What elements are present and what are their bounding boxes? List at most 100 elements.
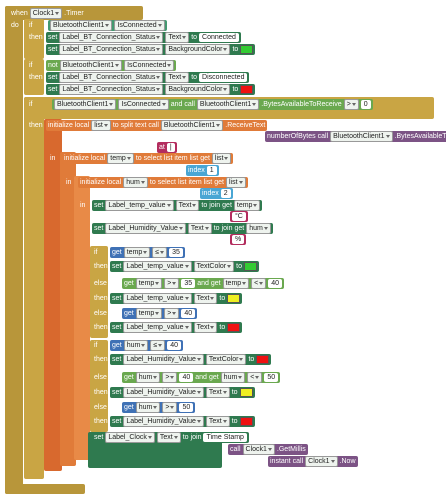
dropdown[interactable]: temp (222, 278, 250, 289)
dropdown[interactable]: Clock1 (29, 8, 63, 19)
dropdown[interactable]: Label_BT_Connection_Status (59, 72, 164, 83)
dropdown[interactable]: Label_Humidity_Value (123, 387, 204, 398)
block-label: list (203, 179, 213, 186)
color-swatch[interactable] (227, 294, 241, 303)
dropdown[interactable]: BluetoothClient1 (160, 120, 224, 131)
dropdown[interactable]: Label_Humidity_Value (123, 416, 204, 427)
dropdown[interactable]: temp (123, 247, 151, 258)
block-label: .GetMillis (276, 446, 306, 453)
block-row: set Label_BT_Connection_Status Text to Disco… (46, 72, 250, 83)
dropdown[interactable]: Text (165, 72, 190, 83)
dropdown[interactable]: ≤ (150, 340, 166, 351)
dropdown[interactable]: Label_temp_value (123, 293, 192, 304)
block-label: get (208, 374, 219, 381)
dropdown[interactable]: Clock1 (305, 456, 338, 467)
color-swatch[interactable] (240, 45, 254, 54)
event-block (5, 6, 23, 494)
dropdown[interactable]: hum (123, 177, 148, 188)
dropdown[interactable]: IsConnected (114, 20, 165, 31)
dropdown[interactable]: IsConnected (118, 99, 169, 110)
dropdown[interactable]: temp (135, 308, 163, 319)
dropdown[interactable]: Text (175, 200, 200, 211)
block-row: if (27, 99, 35, 110)
block-row: if (92, 340, 100, 351)
dropdown[interactable]: hum (135, 372, 161, 383)
dropdown[interactable]: hum (220, 372, 246, 383)
block-row: then (92, 261, 110, 272)
dropdown[interactable]: hum (135, 402, 161, 413)
if-block (24, 59, 44, 95)
dropdown[interactable]: Text (205, 387, 230, 398)
block-label: do (11, 22, 19, 29)
dropdown[interactable]: Text (193, 293, 218, 304)
dropdown[interactable]: BluetoothClient1 (59, 60, 123, 71)
dropdown[interactable]: Text (187, 223, 212, 234)
block-label: else if (94, 374, 113, 381)
dropdown[interactable]: Label_BT_Connection_Status (59, 32, 164, 43)
block-label: in (80, 202, 86, 209)
dropdown[interactable]: temp (233, 200, 261, 211)
dropdown[interactable]: BluetoothClient1 (196, 99, 260, 110)
color-swatch[interactable] (239, 388, 253, 397)
dropdown[interactable]: Clock1 (242, 444, 275, 455)
dropdown[interactable]: > (164, 308, 180, 319)
dropdown[interactable]: Text (193, 322, 218, 333)
block-row: else if (92, 308, 114, 319)
block-label: join (209, 202, 221, 209)
block-label: set (94, 225, 104, 232)
block-label: to (191, 74, 198, 81)
dropdown[interactable]: Text (165, 32, 190, 43)
dropdown[interactable]: BackgroundColor (165, 84, 231, 95)
dropdown[interactable]: Text (156, 432, 181, 443)
dropdown[interactable]: ≤ (152, 247, 168, 258)
dropdown[interactable]: BluetoothClient1 (330, 131, 393, 142)
block-row: in (78, 200, 87, 211)
color-swatch[interactable] (227, 323, 241, 332)
dropdown[interactable]: hum (123, 340, 149, 351)
dropdown[interactable]: TextColor (193, 261, 235, 272)
dropdown[interactable]: list (91, 120, 111, 131)
block-row: if (27, 60, 35, 71)
dropdown[interactable]: < (247, 372, 263, 383)
dropdown[interactable]: temp (135, 278, 163, 289)
dropdown[interactable]: hum (246, 223, 271, 234)
dropdown[interactable]: Text (205, 416, 230, 427)
block-label: get (210, 280, 221, 287)
color-swatch[interactable] (243, 262, 257, 271)
dropdown[interactable]: > (162, 372, 178, 383)
dropdown[interactable]: Label_BT_Connection_Status (59, 84, 164, 95)
block-label: initialize local (48, 122, 90, 129)
dropdown[interactable]: Label_temp_value (123, 322, 192, 333)
block-label: get (214, 179, 224, 186)
dropdown[interactable]: < (251, 278, 267, 289)
dropdown[interactable]: Label_Humidity_Value (105, 223, 186, 234)
block-row: then (92, 322, 110, 333)
literal: Disconnected (199, 73, 248, 82)
dropdown[interactable]: Label_Clock (105, 432, 155, 443)
dropdown[interactable]: TextColor (205, 354, 247, 365)
block-label: if (29, 62, 33, 69)
dropdown[interactable]: > (162, 402, 178, 413)
dropdown[interactable]: BluetoothClient1 (50, 20, 113, 31)
local-var-block (60, 152, 76, 466)
dropdown[interactable]: > (343, 99, 359, 110)
dropdown[interactable]: Label_BT_Connection_Status (59, 44, 164, 55)
block-row: index 2 (200, 188, 233, 199)
dropdown[interactable]: temp (107, 153, 134, 164)
dropdown[interactable]: BluetoothClient1 (54, 99, 117, 110)
dropdown[interactable]: Label_temp_value (123, 261, 192, 272)
block-label: if (29, 22, 33, 29)
block-label: set (48, 86, 58, 93)
dropdown[interactable]: > (164, 278, 180, 289)
dropdown[interactable]: Label_Humidity_Value (123, 354, 204, 365)
color-swatch[interactable] (239, 417, 253, 426)
block-row: in (48, 153, 57, 164)
dropdown[interactable]: Label_temp_value (105, 200, 174, 211)
dropdown[interactable]: list (225, 177, 246, 188)
dropdown[interactable]: list (211, 153, 232, 164)
color-swatch[interactable] (256, 355, 270, 364)
block-row: set Label_temp_value Text to join get temp (92, 200, 263, 211)
dropdown[interactable]: BackgroundColor (165, 44, 231, 55)
dropdown[interactable]: IsConnected (124, 60, 175, 71)
color-swatch[interactable] (240, 85, 254, 94)
